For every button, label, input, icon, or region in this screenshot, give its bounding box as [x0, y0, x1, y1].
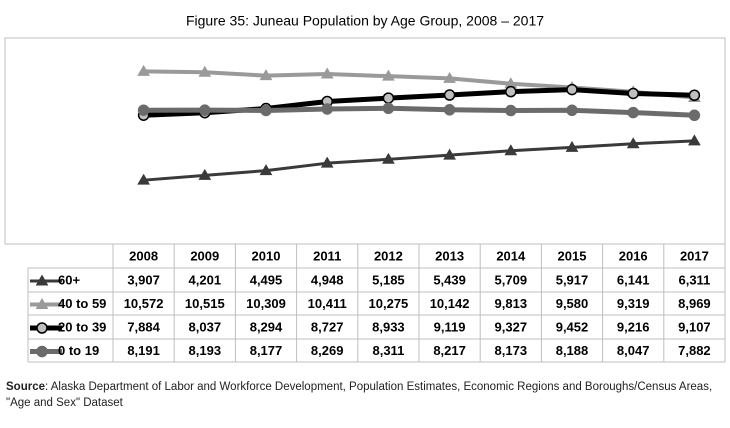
table-value: 4,948	[311, 272, 344, 287]
plot-frame	[4, 37, 726, 245]
marker	[443, 104, 456, 116]
source-text: : Alaska Department of Labor and Workfor…	[6, 381, 713, 409]
table-value: 10,572	[124, 296, 164, 311]
column-header: 2008	[129, 248, 158, 263]
table-value: 9,119	[434, 319, 466, 334]
table-value: 8,191	[127, 343, 160, 358]
marker	[259, 69, 273, 81]
marker	[688, 89, 701, 102]
table-value: 8,727	[311, 319, 344, 334]
table-value: 9,452	[556, 319, 589, 334]
marker	[382, 92, 395, 104]
column-header: 2012	[374, 248, 403, 263]
series-line	[143, 105, 695, 118]
source-note: Source: Alaska Department of Labor and W…	[6, 379, 721, 411]
table-value: 9,319	[617, 296, 650, 311]
legend-label: 0 to 19	[58, 343, 99, 358]
chart-title: Figure 35: Juneau Population by Age Grou…	[186, 13, 544, 29]
table-value: 9,327	[495, 319, 528, 334]
column-header: 2015	[558, 248, 587, 263]
table-value: 8,177	[250, 343, 283, 358]
table-value: 5,709	[495, 272, 528, 287]
table-value: 10,142	[430, 296, 470, 311]
table-value: 8,047	[617, 343, 650, 358]
column-header: 2014	[496, 248, 526, 263]
table-value: 8,933	[372, 319, 405, 334]
marker	[443, 71, 456, 83]
table-value: 5,185	[372, 272, 405, 287]
source-label: Source	[6, 381, 45, 393]
table-value: 5,917	[556, 272, 589, 287]
marker	[36, 345, 48, 358]
marker	[137, 64, 150, 76]
table-value: 7,884	[127, 319, 160, 334]
table-value: 6,141	[617, 272, 650, 287]
marker	[199, 104, 211, 116]
marker	[36, 322, 48, 334]
table-value: 8,217	[433, 343, 466, 358]
column-header: 2013	[435, 248, 464, 263]
table-value: 7,882	[678, 343, 711, 358]
marker	[321, 103, 333, 115]
marker	[566, 104, 578, 117]
marker	[504, 144, 518, 156]
marker	[198, 168, 212, 180]
table-value: 8,188	[556, 343, 589, 358]
table-value: 8,173	[495, 343, 528, 358]
table-value: 9,813	[495, 296, 528, 311]
marker	[137, 104, 150, 116]
chart: Figure 35: Juneau Population by Age Grou…	[4, 13, 726, 363]
marker	[566, 83, 578, 96]
marker	[443, 148, 456, 160]
marker	[627, 106, 639, 119]
marker	[137, 173, 150, 185]
marker	[382, 69, 395, 81]
table-value: 8,294	[250, 319, 283, 334]
table-value: 10,515	[185, 296, 225, 311]
marker	[443, 89, 456, 101]
marker	[626, 137, 640, 149]
table-value: 8,269	[311, 343, 344, 358]
table-value: 8,311	[372, 343, 404, 358]
table-value: 10,309	[246, 296, 286, 311]
table-value: 9,216	[617, 319, 650, 334]
series-line	[143, 139, 695, 182]
marker	[35, 274, 49, 286]
column-header: 2009	[190, 248, 219, 263]
legend-label: 20 to 39	[58, 319, 106, 334]
column-header: 2016	[619, 248, 648, 263]
marker	[260, 104, 272, 117]
legend-label: 60+	[58, 272, 80, 287]
marker	[688, 109, 701, 122]
column-header: 2017	[680, 248, 709, 263]
marker	[505, 104, 517, 117]
table-value: 9,580	[556, 296, 589, 311]
table-value: 8,037	[189, 319, 222, 334]
marker	[320, 156, 334, 168]
table-value: 8,969	[678, 296, 711, 311]
marker	[198, 65, 212, 77]
table-value: 4,495	[250, 272, 283, 287]
marker	[688, 134, 701, 146]
table-value: 3,907	[127, 272, 160, 287]
marker	[320, 67, 334, 79]
table-value: 4,201	[189, 272, 222, 287]
table-value: 6,311	[678, 272, 710, 287]
marker	[505, 85, 517, 98]
legend-label: 40 to 59	[58, 296, 106, 311]
table-value: 5,439	[433, 272, 466, 287]
column-header: 2010	[252, 248, 281, 263]
marker	[382, 102, 395, 115]
marker	[565, 140, 579, 152]
table-value: 8,193	[189, 343, 222, 358]
table-value: 10,411	[308, 296, 347, 311]
marker	[627, 87, 639, 100]
column-header: 2011	[313, 248, 341, 263]
table-value: 9,107	[678, 319, 711, 334]
marker	[259, 164, 273, 176]
marker	[35, 298, 49, 309]
marker	[382, 152, 395, 164]
table-value: 10,275	[369, 296, 409, 311]
